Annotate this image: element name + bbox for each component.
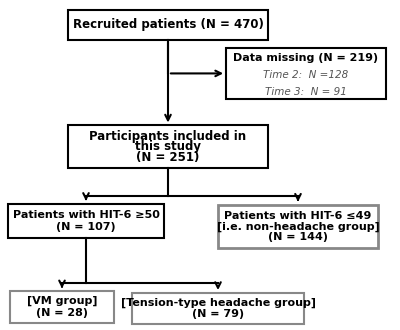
Text: Participants included in: Participants included in [90,130,246,143]
Text: [i.e. non-headache group]: [i.e. non-headache group] [217,221,379,232]
FancyBboxPatch shape [68,125,268,168]
Text: [VM group]: [VM group] [27,296,97,307]
Text: Time 3:  N = 91: Time 3: N = 91 [265,87,347,97]
Text: (N = 79): (N = 79) [192,309,244,319]
FancyBboxPatch shape [132,293,304,324]
FancyBboxPatch shape [218,205,378,248]
Text: (N = 28): (N = 28) [36,308,88,317]
FancyBboxPatch shape [10,291,114,323]
Text: Patients with HIT-6 ≥50: Patients with HIT-6 ≥50 [12,210,160,220]
Text: [Tension-type headache group]: [Tension-type headache group] [120,298,316,308]
FancyBboxPatch shape [68,10,268,40]
Text: (N = 144): (N = 144) [268,232,328,242]
Text: Data missing (N = 219): Data missing (N = 219) [234,53,378,63]
FancyBboxPatch shape [8,204,164,238]
Text: Time 2:  N =128: Time 2: N =128 [263,70,349,80]
Text: (N = 251): (N = 251) [136,151,200,164]
FancyBboxPatch shape [226,48,386,99]
Text: Patients with HIT-6 ≤49: Patients with HIT-6 ≤49 [224,211,372,221]
Text: Recruited patients (N = 470): Recruited patients (N = 470) [72,18,264,31]
Text: this study: this study [135,140,201,153]
Text: (N = 107): (N = 107) [56,222,116,232]
